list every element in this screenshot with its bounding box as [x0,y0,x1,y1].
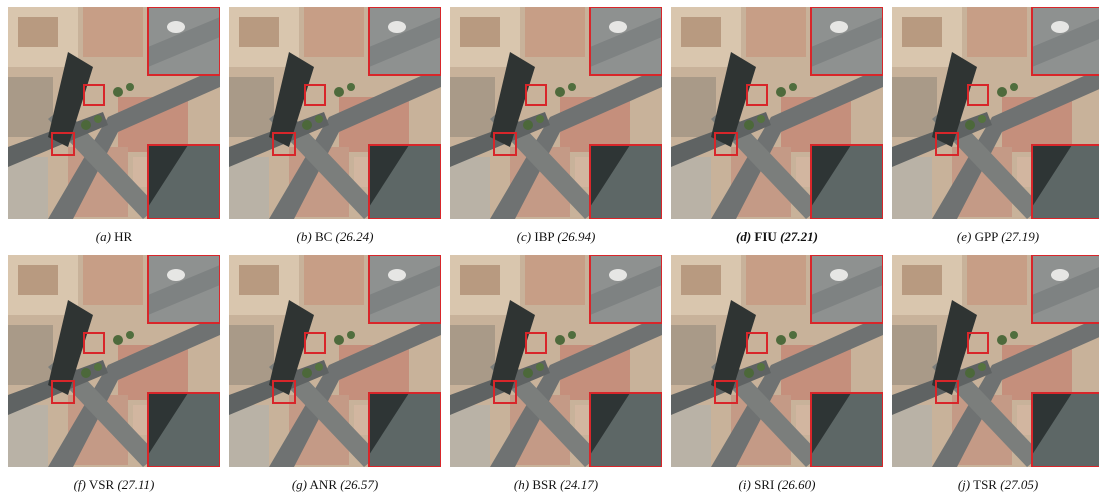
method-name: TSR [973,477,997,492]
panel-label: (h) [514,477,529,492]
method-name: BC [315,229,332,244]
panel: (f) VSR (27.11) [8,255,220,467]
caption: (c) IBP (26.94) [440,229,672,245]
panel: (j) TSR (27.05) [892,255,1099,467]
method-name: HR [114,229,132,244]
caption: (e) GPP (27.19) [882,229,1099,245]
panel-label: (i) [739,477,751,492]
method-name: BSR [532,477,557,492]
panel-label: (j) [958,477,970,492]
psnr-score: (27.05) [1000,477,1038,492]
caption: (h) BSR (24.17) [440,477,672,493]
result-image [892,255,1099,467]
aerial-image [892,255,1099,467]
panel: (g) ANR (26.57) [229,255,441,467]
caption: (i) SRI (26.60) [661,477,893,493]
method-name: IBP [534,229,554,244]
method-name: GPP [975,229,998,244]
caption: (b) BC (26.24) [219,229,451,245]
method-name: VSR [89,477,114,492]
result-image [892,7,1099,219]
aerial-image [8,255,220,467]
panel-label: (d) [736,229,751,244]
result-image [229,7,441,219]
method-name: ANR [310,477,337,492]
result-image [8,255,220,467]
aerial-image [671,255,883,467]
panel: (i) SRI (26.60) [671,255,883,467]
caption: (g) ANR (26.57) [219,477,451,493]
caption: (j) TSR (27.05) [882,477,1099,493]
panel: (a) HR [8,7,220,219]
aerial-image [8,7,220,219]
panel-label: (b) [297,229,312,244]
aerial-image [229,255,441,467]
psnr-score: (26.60) [778,477,816,492]
aerial-image [450,7,662,219]
caption: (f) VSR (27.11) [0,477,230,493]
aerial-image [450,255,662,467]
aerial-image [229,7,441,219]
result-image [229,255,441,467]
psnr-score: (26.94) [557,229,595,244]
psnr-score: (26.57) [340,477,378,492]
figure: (a) HR(b) BC (26.24)(c) IBP (26.94)(d) F… [0,0,1099,497]
aerial-image [671,7,883,219]
aerial-image [892,7,1099,219]
psnr-score: (27.11) [117,477,154,492]
panel: (c) IBP (26.94) [450,7,662,219]
caption: (a) HR [0,229,230,245]
result-image [450,255,662,467]
psnr-score: (24.17) [560,477,598,492]
psnr-score: (26.24) [336,229,374,244]
psnr-score: (27.19) [1001,229,1039,244]
result-image [8,7,220,219]
panel: (d) FIU (27.21) [671,7,883,219]
panel-label: (c) [517,229,531,244]
panel-label: (e) [957,229,971,244]
result-image [450,7,662,219]
panel: (b) BC (26.24) [229,7,441,219]
panel-label: (a) [96,229,111,244]
psnr-score: (27.21) [780,229,818,244]
caption: (d) FIU (27.21) [661,229,893,245]
result-image [671,7,883,219]
panel-label: (g) [292,477,307,492]
panel: (e) GPP (27.19) [892,7,1099,219]
panel: (h) BSR (24.17) [450,255,662,467]
result-image [671,255,883,467]
method-name: SRI [754,477,774,492]
panel-label: (f) [74,477,86,492]
method-name: FIU [754,229,776,244]
